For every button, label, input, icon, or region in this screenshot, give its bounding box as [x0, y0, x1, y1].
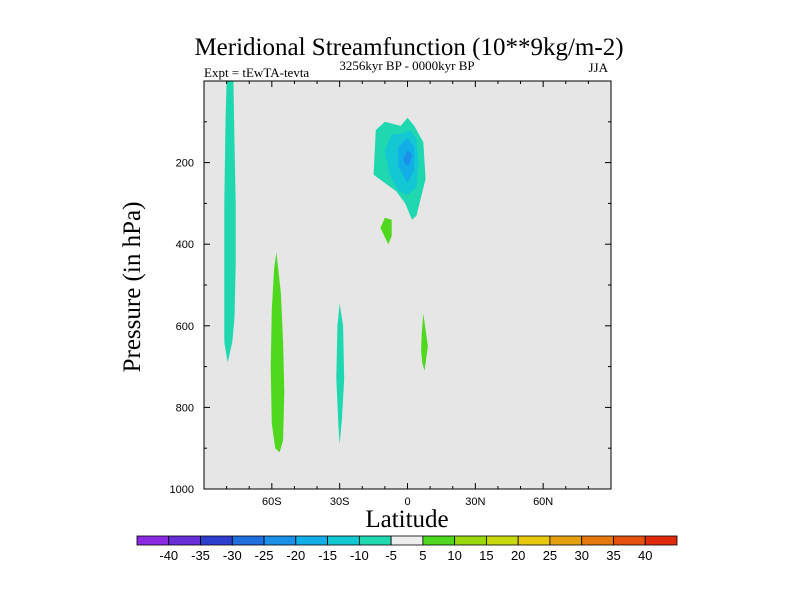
colorbar-label: 20: [511, 548, 525, 563]
y-axis-title: Pressure (in hPa): [119, 202, 146, 373]
colorbar-label: -5: [385, 548, 397, 563]
y-tick-label: 200: [176, 158, 194, 170]
colorbar-swatch: [644, 535, 678, 546]
y-tick-label: 600: [176, 321, 194, 333]
colorbar-label: -10: [350, 548, 369, 563]
contour-regions: [224, 81, 428, 453]
colorbar-label: -20: [286, 548, 305, 563]
colorbar-swatch: [136, 535, 170, 546]
axis-ticks: 60S 30S 0 30N 60N 200 400 600 800 1000: [170, 81, 611, 508]
x-tick-label: 0: [404, 496, 410, 508]
colorbar-label: -25: [255, 548, 274, 563]
colorbar-swatch: [358, 535, 392, 546]
colorbar-swatch: [200, 535, 233, 546]
colorbar-label: -30: [223, 548, 242, 563]
cell-negative-30S: [336, 303, 345, 445]
x-tick-label: 60S: [262, 496, 282, 508]
y-tick-label: 800: [176, 402, 194, 414]
colorbar-label: 15: [479, 548, 493, 563]
colorbar-label: 35: [606, 548, 620, 563]
colorbar-swatch: [454, 535, 487, 546]
colorbar-swatch: [390, 535, 424, 546]
colorbar-swatch: [295, 535, 328, 546]
colorbar-swatch: [327, 535, 360, 546]
colorbar-label: -15: [318, 548, 337, 563]
x-tick-label: 30S: [330, 496, 350, 508]
colorbar-swatch: [517, 535, 551, 546]
season-annotation: JJA: [588, 60, 608, 75]
colorbar-swatch: [231, 535, 265, 546]
colorbar-swatch: [549, 535, 583, 546]
experiment-annotation: Expt = tEwTA-tevta: [204, 65, 309, 80]
y-tick-label: 400: [176, 239, 194, 251]
colorbar-swatch: [486, 535, 519, 546]
colorbar-label: 30: [574, 548, 588, 563]
chart-title: Meridional Streamfunction (10**9kg/m-2): [194, 34, 623, 61]
colorbar-swatch: [581, 535, 614, 546]
cell-positive-7N: [421, 313, 428, 371]
colorbar-label: 10: [447, 548, 461, 563]
cell-positive-12S: [380, 217, 392, 245]
colorbar-swatch: [422, 535, 456, 546]
colorbar-swatch: [168, 535, 201, 546]
colorbar-label: 5: [419, 548, 426, 563]
x-axis-title: Latitude: [365, 506, 448, 533]
cell-negative-60S-80S: [224, 81, 236, 363]
cell-positive-55S: [270, 252, 285, 453]
colorbar: -40 -35 -30 -25 -20 -15 -10 -5 5 10 15 20 25 30 35 40: [136, 535, 678, 563]
x-tick-label: 30N: [465, 496, 485, 508]
colorbar-swatch: [263, 535, 297, 546]
colorbar-label: 25: [543, 548, 557, 563]
period-annotation: 3256kyr BP - 0000kyr BP: [339, 58, 474, 73]
cell-negative-tropical-core: [403, 150, 412, 165]
colorbar-label: -40: [159, 548, 178, 563]
x-tick-label: 60N: [533, 496, 553, 508]
colorbar-swatch: [613, 535, 646, 546]
y-tick-label: 1000: [170, 484, 194, 496]
colorbar-label: 40: [638, 548, 652, 563]
colorbar-label: -35: [191, 548, 210, 563]
